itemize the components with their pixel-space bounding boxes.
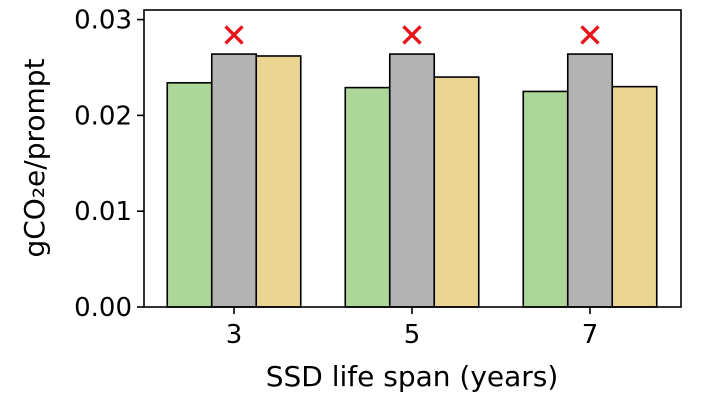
bar (166, 82, 213, 308)
x-marker (402, 25, 422, 45)
x-axis-label: SSD life span (years) (266, 360, 559, 393)
y-axis-label: gCO₂e/prompt (18, 58, 51, 257)
bar (344, 86, 391, 308)
bar (210, 53, 258, 308)
y-tick-label: 0.00 (74, 293, 132, 323)
x-tick-label: 7 (582, 320, 599, 350)
x-axis: 3 5 7 (226, 307, 599, 350)
x-tick-label: 5 (404, 320, 421, 350)
x-tick-label: 3 (226, 320, 243, 350)
y-tick-label: 0.01 (74, 197, 132, 227)
bars-layer (166, 53, 658, 308)
markers-layer (224, 25, 600, 45)
bar (433, 76, 480, 308)
bar (522, 90, 569, 308)
y-tick-label: 0.03 (74, 6, 132, 36)
y-axis: 0.00 0.01 0.02 0.03 (74, 6, 144, 323)
y-tick-label: 0.02 (74, 101, 132, 131)
bar (388, 53, 436, 308)
bar (611, 85, 658, 308)
bar (566, 53, 614, 308)
bar (255, 55, 302, 308)
x-marker (580, 25, 600, 45)
x-marker (224, 25, 244, 45)
